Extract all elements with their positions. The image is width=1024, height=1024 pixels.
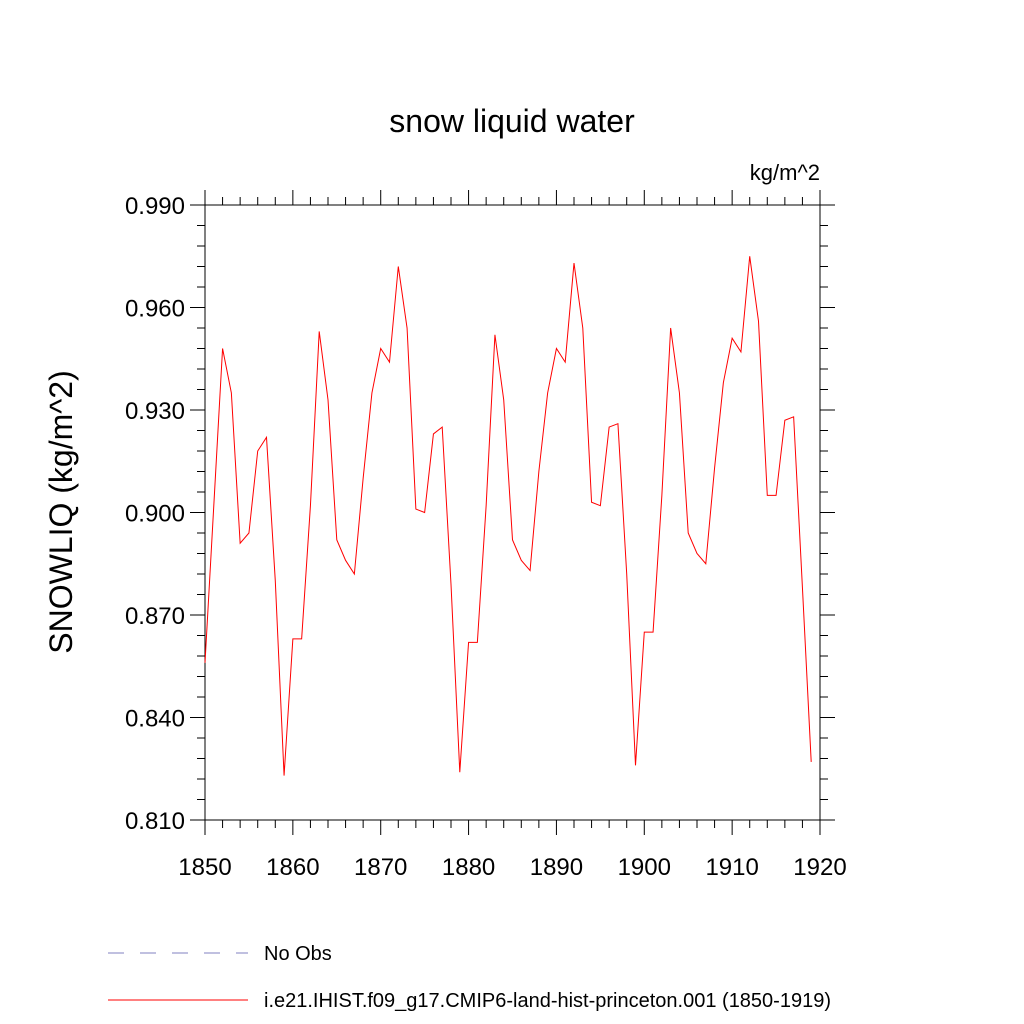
- x-tick-label: 1900: [618, 854, 671, 881]
- legend-label-no-obs: No Obs: [264, 943, 332, 965]
- units-label: kg/m^2: [750, 160, 820, 185]
- series-layer: [204, 256, 812, 776]
- x-tick-label: 1870: [354, 854, 407, 881]
- x-tick-label: 1850: [178, 854, 231, 881]
- series-line-0: [204, 256, 812, 776]
- y-tick-label: 0.990: [125, 193, 185, 220]
- x-tick-label: 1910: [705, 854, 758, 881]
- x-tick-label: 1880: [442, 854, 495, 881]
- legend: No Obs i.e21.IHIST.f09_g17.CMIP6-land-hi…: [108, 943, 831, 1012]
- x-tick-label: 1920: [793, 854, 846, 881]
- x-tick-label: 1860: [266, 854, 319, 881]
- y-tick-label: 0.810: [125, 808, 185, 835]
- chart-title: snow liquid water: [389, 103, 635, 139]
- y-tick-label: 0.900: [125, 501, 185, 528]
- axis-ticks: 1850 1860 1870 1880 1890 1900 1910 1920 0.810 0.8…: [125, 190, 847, 881]
- legend-label-model-run: i.e21.IHIST.f09_g17.CMIP6-land-hist-prin…: [264, 990, 831, 1012]
- y-tick-label: 0.960: [125, 296, 185, 323]
- x-tick-label: 1890: [530, 854, 583, 881]
- y-tick-label: 0.870: [125, 603, 185, 630]
- y-axis-label: SNOWLIQ (kg/m^2): [43, 370, 79, 653]
- plot-frame: [204, 204, 821, 821]
- y-tick-label: 0.840: [125, 706, 185, 733]
- y-tick-label: 0.930: [125, 398, 185, 425]
